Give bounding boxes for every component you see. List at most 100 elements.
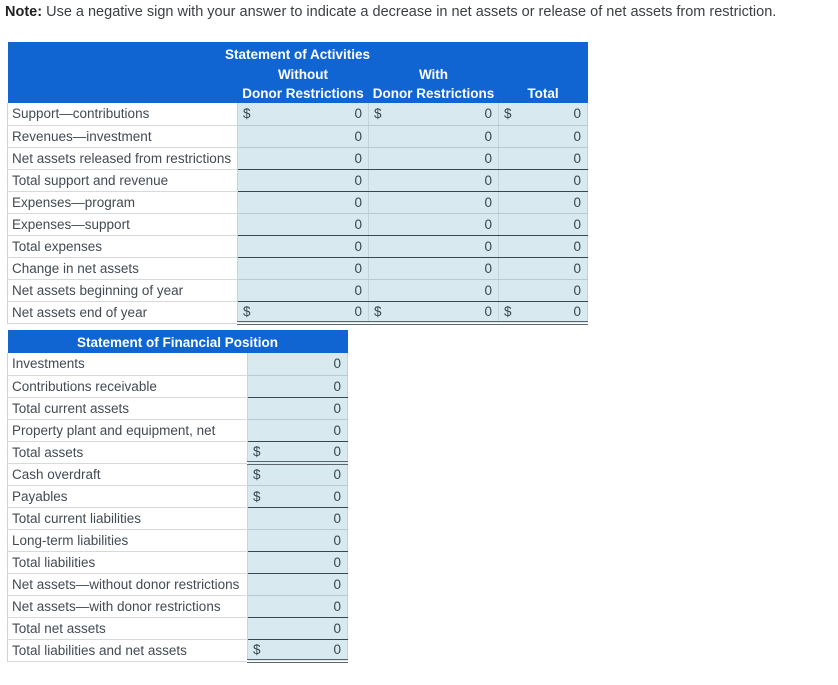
amount-cell-without[interactable]: 0 [237, 125, 369, 148]
amount-cell[interactable]: $0 [247, 485, 348, 508]
amount-cell-total[interactable]: 0 [497, 125, 589, 148]
amount-value: 0 [333, 532, 341, 548]
amount-value: 0 [333, 576, 341, 592]
amount-cell-with[interactable]: 0 [368, 191, 499, 214]
dollar-sign: $ [504, 106, 512, 122]
col-header-without-line2: Donor Restrictions [237, 84, 369, 103]
amount-cell-total[interactable]: 0 [497, 279, 589, 302]
amount-value: 0 [484, 303, 492, 319]
col-header-with-line1: With [368, 65, 499, 84]
dollar-sign: $ [504, 303, 512, 319]
row-label: Cash overdraft [7, 463, 248, 486]
amount-value: 0 [484, 216, 492, 232]
activities-title: Statement of Activities [7, 42, 588, 65]
header-spacer [7, 84, 238, 103]
amount-cell-without[interactable]: $0 [237, 103, 369, 126]
amount-value: 0 [333, 400, 341, 416]
amount-cell-total[interactable]: 0 [497, 147, 589, 170]
amount-cell-total[interactable]: $0 [497, 103, 589, 126]
table-row: Expenses—program 0 0 0 [7, 191, 589, 214]
amount-cell-total[interactable]: 0 [497, 191, 589, 214]
table-row: Total liabilities and net assets $0 [7, 639, 348, 663]
row-label: Change in net assets [7, 257, 238, 280]
note-label: Note: [5, 4, 43, 20]
amount-value: 0 [354, 194, 362, 210]
amount-cell-with[interactable]: $0 [368, 301, 499, 325]
amount-cell-without[interactable]: $0 [237, 301, 369, 325]
amount-cell-total[interactable]: 0 [497, 213, 589, 236]
amount-cell[interactable]: 0 [247, 419, 348, 442]
amount-cell-total[interactable]: 0 [497, 169, 589, 192]
amount-value: 0 [354, 282, 362, 298]
amount-cell[interactable]: 0 [247, 529, 348, 552]
amount-cell-with[interactable]: 0 [368, 169, 499, 192]
amount-cell-with[interactable]: 0 [368, 213, 499, 236]
table-row: Property plant and equipment, net 0 [7, 419, 348, 442]
amount-cell[interactable]: 0 [247, 375, 348, 398]
dollar-sign: $ [374, 106, 382, 122]
dollar-sign: $ [374, 303, 382, 319]
header-spacer [498, 65, 588, 84]
amount-value: 0 [354, 260, 362, 276]
amount-cell-total[interactable]: 0 [497, 235, 589, 258]
amount-cell-with[interactable]: 0 [368, 257, 499, 280]
table-row: Net assets beginning of year 0 0 0 [7, 279, 589, 302]
financial-position-title: Statement of Financial Position [7, 330, 348, 353]
table-row: Long-term liabilities 0 [7, 529, 348, 552]
amount-cell[interactable]: $0 [247, 441, 348, 465]
row-label: Net assets beginning of year [7, 279, 238, 302]
statement-of-activities-table: Statement of Activities Without With Don… [7, 42, 589, 325]
row-label: Net assets end of year [7, 301, 238, 324]
amount-cell-total[interactable]: $0 [497, 301, 589, 325]
amount-cell[interactable]: $0 [247, 463, 348, 486]
amount-cell[interactable]: 0 [247, 507, 348, 530]
table-row: Net assets—with donor restrictions 0 [7, 595, 348, 618]
amount-cell-without[interactable]: 0 [237, 235, 369, 258]
row-label: Property plant and equipment, net [7, 419, 248, 442]
table-row: Support—contributions $0 $0 $0 [7, 103, 589, 126]
dollar-sign: $ [243, 106, 251, 122]
amount-cell-with[interactable]: 0 [368, 279, 499, 302]
amount-cell-with[interactable]: $0 [368, 103, 499, 126]
amount-cell[interactable]: 0 [247, 353, 348, 376]
amount-value: 0 [484, 194, 492, 210]
amount-cell[interactable]: 0 [247, 617, 348, 640]
amount-value: 0 [484, 238, 492, 254]
table-row: Cash overdraft $0 [7, 463, 348, 486]
amount-cell-with[interactable]: 0 [368, 235, 499, 258]
row-label: Total current assets [7, 397, 248, 420]
amount-cell[interactable]: 0 [247, 551, 348, 574]
dollar-sign: $ [253, 467, 261, 483]
amount-cell[interactable]: 0 [247, 573, 348, 596]
amount-value: 0 [354, 128, 362, 144]
amount-value: 0 [333, 598, 341, 614]
table-row: Change in net assets 0 0 0 [7, 257, 589, 280]
note-text: Note: Use a negative sign with your answ… [5, 4, 776, 20]
row-label: Total liabilities [7, 551, 248, 574]
amount-cell-without[interactable]: 0 [237, 191, 369, 214]
row-label: Total current liabilities [7, 507, 248, 530]
amount-cell-with[interactable]: 0 [368, 125, 499, 148]
row-label: Net assets—without donor restrictions [7, 573, 248, 596]
amount-value: 0 [484, 172, 492, 188]
table-row: Expenses—support 0 0 0 [7, 213, 589, 236]
amount-cell-total[interactable]: 0 [497, 257, 589, 280]
amount-cell-without[interactable]: 0 [237, 279, 369, 302]
table-row: Revenues—investment 0 0 0 [7, 125, 589, 148]
amount-cell-without[interactable]: 0 [237, 169, 369, 192]
amount-cell-without[interactable]: 0 [237, 147, 369, 170]
row-label: Net assets—with donor restrictions [7, 595, 248, 618]
col-header-with-line2: Donor Restrictions [368, 84, 499, 103]
row-label: Total net assets [7, 617, 248, 640]
amount-cell[interactable]: 0 [247, 595, 348, 618]
amount-cell-with[interactable]: 0 [368, 147, 499, 170]
amount-value: 0 [333, 378, 341, 394]
amount-cell-without[interactable]: 0 [237, 257, 369, 280]
amount-cell-without[interactable]: 0 [237, 213, 369, 236]
table-row: Net assets end of year $0 $0 $0 [7, 301, 589, 325]
amount-cell[interactable]: 0 [247, 397, 348, 420]
amount-value: 0 [573, 106, 582, 122]
amount-cell[interactable]: $0 [247, 639, 348, 663]
amount-value: 0 [333, 488, 341, 504]
